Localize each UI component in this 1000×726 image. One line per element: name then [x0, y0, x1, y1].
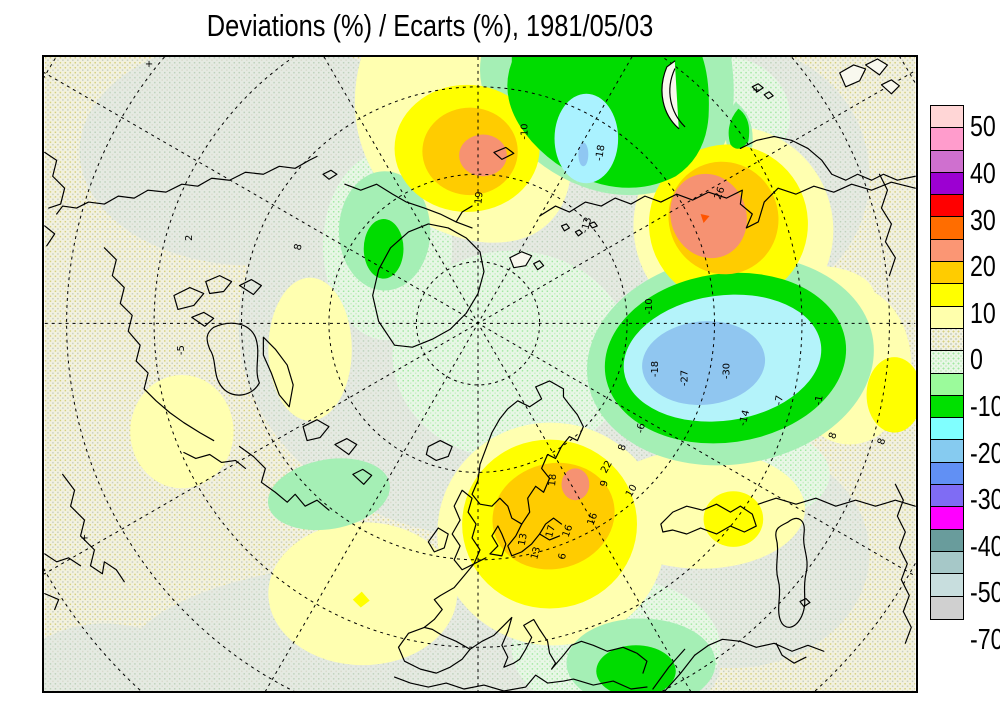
legend-color-box-30-35 — [931, 195, 963, 218]
legend-color-box--40--35 — [931, 507, 963, 530]
contour-value-label: 8 — [293, 243, 305, 252]
contour-value-label: 17 — [544, 524, 558, 539]
legend-color-box--35--30 — [931, 485, 963, 508]
legend-scale-value: -20 — [970, 437, 1000, 470]
legend-scale-value: 40 — [970, 157, 996, 190]
contour-value-label: 2 — [184, 235, 195, 241]
contour-value-label: -27 — [680, 370, 691, 386]
legend-color-box--20--15 — [931, 418, 963, 441]
contour-value-label: 8 — [876, 437, 889, 447]
map-canvas: 2 8 -5 19 -10 -18 -13 26 -10 -18 -27 -30 -14 -7 -1 8 8 -6… — [42, 55, 918, 693]
contour-value-label: 13 — [517, 532, 530, 546]
contour-value-label: -10 — [520, 123, 531, 139]
orange-peak-marker — [700, 214, 710, 223]
contour-value-label: -1 — [813, 395, 826, 407]
legend-scale-value: 20 — [970, 251, 996, 284]
legend-color-box-0-5 — [931, 328, 963, 352]
legend-color-box-40-45 — [931, 150, 963, 173]
legend-scale-value: 50 — [970, 111, 996, 144]
contour-value-label: 19 — [473, 191, 485, 205]
legend-scale-value: -50 — [970, 577, 1000, 610]
contour-value-label: 8 — [616, 443, 629, 453]
contour-value-label: -18 — [594, 144, 608, 162]
legend-scale-value: -10 — [970, 390, 1000, 423]
contour-value-label: 16 — [561, 523, 576, 539]
contour-value-label: -7 — [773, 395, 786, 407]
legend-color-box-15-20 — [931, 262, 963, 285]
legend-color-box-45-50 — [931, 128, 963, 151]
coastlines — [44, 58, 916, 691]
page-title: Deviations (%) / Ecarts (%), 1981/05/03 — [206, 8, 654, 43]
contour-value-label: 10 — [624, 483, 640, 499]
contour-value-label: 6 — [557, 552, 569, 560]
color-scale-legend: 50 40 30 20 10 0 -10 -20 -30 -40 -50 -70 — [930, 105, 1000, 665]
contour-value-label: -13 — [579, 216, 594, 235]
legend-color-box-10-15 — [931, 284, 963, 307]
graticule-grid — [44, 57, 916, 691]
legend-scale-value: 0 — [970, 344, 983, 377]
legend-color-box--30--25 — [931, 462, 963, 486]
contour-value-label: -6 — [635, 422, 648, 434]
legend-color-box-25-30 — [931, 217, 963, 240]
contour-value-label: -30 — [721, 363, 732, 379]
legend-scale-value: -30 — [970, 484, 1000, 517]
legend-scale-value: 30 — [970, 204, 996, 237]
grid-plus-marker: + — [80, 533, 88, 544]
legend-color-column — [930, 105, 964, 620]
legend-color-box-35-40 — [931, 172, 963, 196]
grid-plus-marker: + — [752, 85, 760, 96]
contour-value-label: 26 — [713, 185, 728, 201]
contour-value-label: 13 — [529, 546, 543, 561]
contour-value-label: -10 — [644, 298, 655, 314]
grid-plus-marker: + — [145, 59, 153, 70]
legend-color-box--25--20 — [931, 440, 963, 463]
contour-value-label: -5 — [176, 345, 187, 355]
contour-value-label: 9 — [599, 479, 611, 488]
contour-value-label: 8 — [827, 431, 840, 441]
contour-value-label: 16 — [586, 511, 601, 527]
legend-color-box-below--60 — [931, 596, 963, 619]
legend-color-box--5-0 — [931, 351, 963, 374]
legend-color-box-20-25 — [931, 239, 963, 263]
blue-regions — [578, 142, 766, 405]
legend-color-box--15--10 — [931, 395, 963, 419]
legend-color-box-5-10 — [931, 306, 963, 329]
legend-color-box--10--5 — [931, 373, 963, 396]
legend-color-box--45--40 — [931, 529, 963, 552]
legend-color-box--60--50 — [931, 574, 963, 597]
legend-scale-value: 10 — [970, 297, 996, 330]
legend-color-box-above-50 — [931, 106, 963, 129]
legend-color-box--50--45 — [931, 551, 963, 575]
legend-scale-value: -70 — [970, 623, 1000, 656]
contour-value-label: -18 — [650, 361, 661, 377]
contour-value-label: 22 — [599, 459, 615, 475]
contour-value-label: -14 — [737, 409, 752, 428]
legend-scale-value: -40 — [970, 530, 1000, 563]
contour-value-label: 18 — [547, 473, 559, 487]
